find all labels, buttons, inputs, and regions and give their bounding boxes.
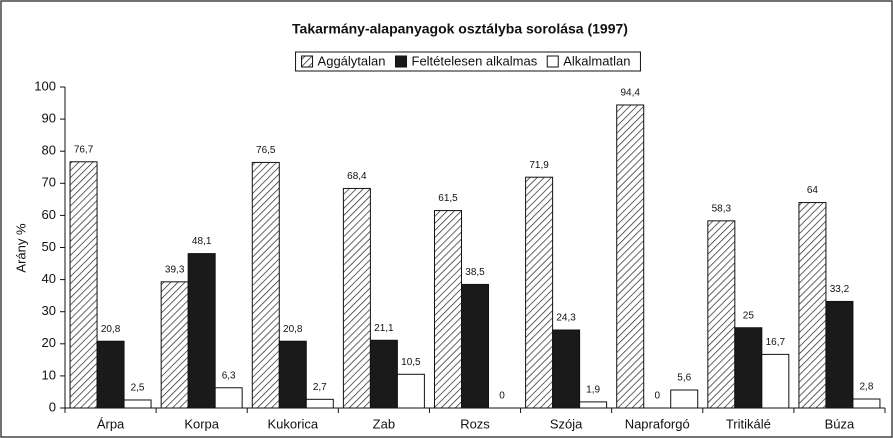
y-tick-label: 50 (42, 239, 56, 254)
value-label: 20,8 (101, 324, 121, 335)
bar (825, 300, 854, 409)
bar (160, 281, 189, 409)
value-label: 25 (743, 310, 755, 321)
bar (616, 104, 645, 409)
bar (798, 202, 827, 409)
y-tick-label: 30 (42, 303, 56, 318)
value-label: 64 (807, 185, 819, 196)
chart-title: Takarmány-alapanyagok osztályba sorolása… (292, 21, 628, 37)
bar (369, 339, 398, 409)
bar (214, 387, 243, 409)
value-label: 33,2 (830, 284, 850, 295)
value-label: 2,5 (131, 383, 145, 394)
bar (852, 398, 881, 409)
bar (734, 327, 763, 409)
value-label: 5,6 (677, 373, 691, 384)
bar (278, 340, 307, 409)
y-tick-label: 0 (49, 399, 56, 414)
legend-label: Aggálytalan (318, 53, 386, 68)
y-tick-label: 20 (42, 335, 56, 350)
value-label: 21,1 (374, 323, 394, 334)
bar (579, 401, 608, 409)
bar (396, 373, 425, 409)
x-tick-label: Napraforgó (625, 416, 690, 431)
bar (123, 399, 152, 409)
bar (761, 353, 790, 409)
y-tick-label: 90 (42, 111, 56, 126)
y-tick-label: 70 (42, 175, 56, 190)
bar (525, 176, 554, 409)
value-label: 20,8 (283, 324, 303, 335)
bar (96, 340, 125, 409)
value-label: 48,1 (192, 236, 212, 247)
value-label: 68,4 (347, 171, 367, 182)
bar (434, 210, 462, 409)
value-label: 76,5 (256, 145, 276, 156)
legend-swatch (546, 55, 559, 68)
bar (69, 161, 98, 409)
value-label: 24,3 (556, 313, 576, 324)
x-tick-label: Kukorica (267, 416, 318, 431)
value-label: 39,3 (165, 264, 185, 275)
value-label: 71,9 (529, 160, 549, 171)
value-label: 61,5 (438, 193, 458, 204)
value-label: 2,8 (859, 382, 873, 393)
bar (707, 220, 736, 409)
y-tick-label: 10 (42, 367, 56, 382)
value-label: 76,7 (74, 144, 94, 155)
y-tick-label: 40 (42, 271, 56, 286)
value-label: 1,9 (586, 385, 600, 396)
value-label: 0 (499, 391, 505, 402)
value-label: 2,7 (313, 382, 327, 393)
x-tick-label: Árpa (97, 416, 125, 431)
x-tick-label: Korpa (184, 416, 219, 431)
value-label: 94,4 (620, 88, 640, 99)
y-tick-label: 80 (42, 143, 56, 158)
bar (461, 283, 489, 409)
bar (552, 329, 581, 409)
bar (305, 398, 334, 409)
value-label: 38,5 (465, 267, 485, 278)
x-tick-label: Búza (825, 416, 855, 431)
value-label: 16,7 (766, 337, 786, 348)
x-tick-label: Zab (373, 416, 395, 431)
y-tick-label: 60 (42, 207, 56, 222)
x-tick-label: Rozs (460, 416, 490, 431)
legend-label: Alkalmatlan (563, 53, 630, 68)
bar (251, 161, 280, 409)
value-label: 10,5 (401, 357, 421, 368)
value-label: 58,3 (712, 203, 732, 214)
x-tick-label: Tritikálé (726, 416, 771, 431)
y-axis-label: Arány % (13, 223, 28, 273)
x-tick-label: Szója (550, 416, 583, 431)
y-tick-label: 100 (34, 78, 56, 93)
bar (670, 389, 699, 409)
value-label: 6,3 (222, 370, 236, 381)
legend-label: Feltételesen alkalmas (412, 53, 538, 68)
bar (342, 187, 371, 409)
bar (187, 253, 216, 409)
legend-swatch (301, 55, 314, 68)
legend-swatch (395, 55, 408, 68)
value-label: 0 (654, 391, 660, 402)
